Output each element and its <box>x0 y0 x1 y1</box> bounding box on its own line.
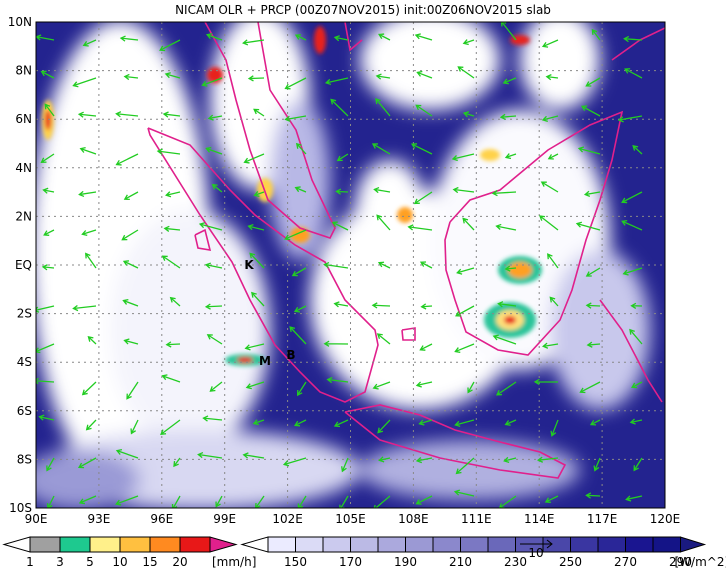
colorbar-cell <box>433 537 461 552</box>
colorbar-cell <box>598 537 626 552</box>
place-label: B <box>286 348 295 362</box>
colorbar-label: 5 <box>86 555 94 569</box>
colorbar-label: 190 <box>394 555 417 569</box>
map-area <box>20 10 665 510</box>
colorbar-cell <box>90 537 120 552</box>
lon-label: 93E <box>87 512 110 526</box>
lon-label: 108E <box>398 512 429 526</box>
colorbar-cell <box>351 537 379 552</box>
lat-label: 4N <box>15 161 32 175</box>
colorbar-cell <box>150 537 180 552</box>
lon-label: 105E <box>335 512 366 526</box>
colorbar-cell <box>571 537 599 552</box>
colorbar-end <box>242 537 268 552</box>
lon-label: 96E <box>150 512 173 526</box>
colorbar-label: 15 <box>142 555 157 569</box>
place-label: K <box>244 258 254 272</box>
lat-label: 2S <box>17 307 32 321</box>
colorbar-label: 230 <box>504 555 527 569</box>
colorbar-cell <box>180 537 210 552</box>
colorbar-cell <box>461 537 489 552</box>
colorbar-end <box>210 537 236 552</box>
colorbar-unit: [W/m^2] <box>675 555 726 569</box>
lat-label: 6S <box>17 404 32 418</box>
colorbar-label: 170 <box>339 555 362 569</box>
lat-label: 6N <box>15 112 32 126</box>
lat-label: EQ <box>15 258 32 272</box>
colorbar-cell <box>30 537 60 552</box>
lat-label: 2N <box>15 209 32 223</box>
lat-label: 8N <box>15 64 32 78</box>
precip-colorbar: 1 3 5 10 15 20 [mm/h] <box>4 537 256 569</box>
colorbar-cell <box>378 537 406 552</box>
lon-label: 117E <box>587 512 618 526</box>
lat-label: 8S <box>17 452 32 466</box>
colorbar-cell <box>60 537 90 552</box>
colorbar-cell <box>120 537 150 552</box>
lon-label: 111E <box>461 512 492 526</box>
colorbar-label: 270 <box>614 555 637 569</box>
lon-label: 114E <box>524 512 555 526</box>
title: NICAM OLR + PRCP (00Z07NOV2015) init:00Z… <box>175 3 551 17</box>
colorbar-end <box>4 537 30 552</box>
place-label: M <box>259 354 271 368</box>
lat-label: 4S <box>17 355 32 369</box>
colorbar-cell <box>406 537 434 552</box>
lon-label: 102E <box>272 512 303 526</box>
colorbar-cell <box>296 537 324 552</box>
lon-label: 120E <box>650 512 681 526</box>
colorbar-label: 10 <box>112 555 127 569</box>
colorbar-label: 1 <box>26 555 34 569</box>
colorbar-cell <box>653 537 681 552</box>
lat-label: 10N <box>8 15 32 29</box>
colorbar-cell <box>488 537 516 552</box>
colorbar-label: 150 <box>284 555 307 569</box>
colorbar-label: 210 <box>449 555 472 569</box>
lon-label: 99E <box>213 512 236 526</box>
reference-vector-label: 10 <box>528 546 543 560</box>
colorbar-label: 3 <box>56 555 64 569</box>
colorbar-cell <box>323 537 351 552</box>
colorbar-unit: [mm/h] <box>212 555 256 569</box>
colorbar-label: 20 <box>172 555 187 569</box>
colorbar-label: 250 <box>559 555 582 569</box>
colorbar-cell <box>268 537 296 552</box>
colorbar-end <box>681 537 705 552</box>
colorbar-cell <box>626 537 654 552</box>
lat-label: 10S <box>9 501 32 515</box>
